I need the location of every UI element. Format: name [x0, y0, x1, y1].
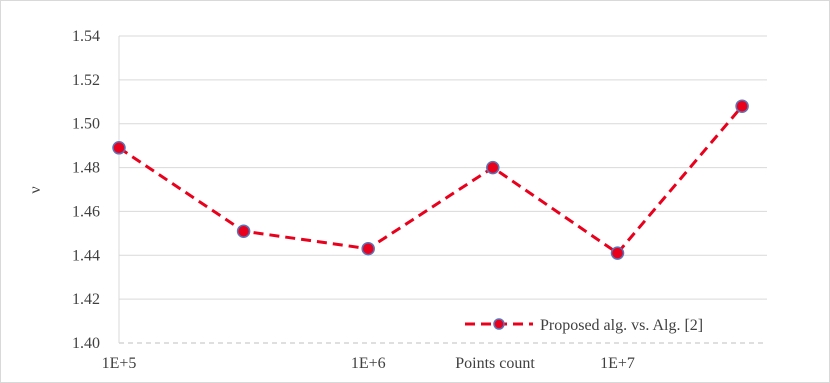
- legend: Proposed alg. vs. Alg. [2]: [465, 317, 703, 334]
- y-axis: 1.40 1.42 1.44 1.46 1.48 1.50 1.52 1.54: [72, 28, 120, 352]
- data-point: [486, 160, 500, 175]
- data-point: [236, 224, 251, 238]
- x-axis-label: Points count: [455, 355, 535, 372]
- legend-marker-swatch: [493, 318, 505, 330]
- y-tick-label: 1.52: [72, 72, 100, 89]
- data-point: [610, 246, 625, 260]
- x-tick-label: 1E+6: [351, 355, 386, 372]
- legend-entry-label: Proposed alg. vs. Alg. [2]: [540, 317, 703, 334]
- data-point: [112, 141, 126, 155]
- series-line: [118, 105, 744, 256]
- y-tick-label: 1.44: [72, 247, 100, 264]
- y-axis-label: ν: [27, 186, 44, 193]
- x-tick-label: 1E+5: [102, 355, 137, 372]
- y-tick-label: 1.46: [72, 203, 100, 220]
- x-axis: 1E+5 1E+6 1E+7: [102, 355, 635, 372]
- y-tick-label: 1.50: [72, 116, 100, 133]
- y-tick-label: 1.48: [72, 160, 100, 177]
- x-tick-label: 1E+7: [600, 355, 635, 372]
- y-tick-label: 1.54: [72, 28, 100, 45]
- y-tick-label: 1.42: [72, 291, 100, 308]
- series-layer: [112, 99, 749, 260]
- y-tick-label: 1.40: [72, 335, 100, 352]
- data-point: [735, 99, 749, 113]
- data-point: [361, 241, 375, 256]
- gridlines: [119, 35, 767, 344]
